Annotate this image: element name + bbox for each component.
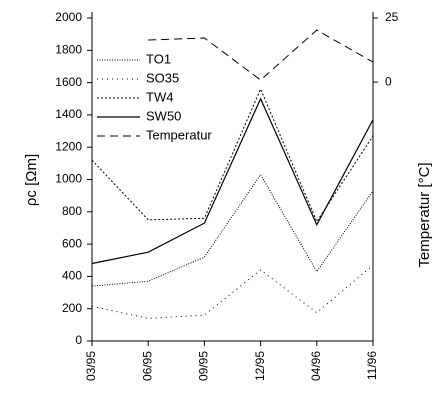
y-axis-label: ρc [Ωm] (23, 154, 40, 206)
y-tick-label: 1800 (55, 42, 82, 56)
series-line (91, 173, 374, 287)
y-tick-label: 0 (75, 333, 82, 347)
y-tick-label: 1600 (55, 75, 82, 89)
y2-tick-label: 0 (385, 74, 392, 88)
legend-label: SW50 (146, 108, 181, 123)
y-tick-label: 1000 (55, 172, 82, 186)
y-tick-label: 200 (62, 301, 82, 315)
y-tick-label: 800 (62, 204, 82, 218)
y-tick-label: 1400 (55, 107, 82, 121)
y-tick-label: 2000 (55, 10, 82, 24)
legend-label: TO1 (146, 51, 171, 66)
x-tick-label: 06/95 (140, 351, 154, 381)
x-tick-label: 12/95 (253, 351, 267, 381)
y-tick-label: 400 (62, 269, 82, 283)
y2-axis-label: Temperatur [°C] (416, 162, 433, 267)
legend-label: TW4 (146, 89, 173, 104)
series-line (91, 264, 374, 319)
series-line (148, 29, 374, 81)
legend-label: Temperatur (146, 127, 212, 142)
series-line (91, 87, 374, 223)
x-tick-label: 04/96 (309, 351, 323, 381)
x-tick-label: 03/95 (84, 351, 98, 381)
x-tick-label: 09/95 (197, 351, 211, 381)
series-line (91, 97, 374, 265)
legend-label: SO35 (146, 70, 179, 85)
y2-tick-label: 25 (385, 10, 399, 24)
y-tick-label: 600 (62, 236, 82, 250)
y-tick-label: 1200 (55, 139, 82, 153)
x-tick-label: 11/96 (365, 351, 379, 380)
